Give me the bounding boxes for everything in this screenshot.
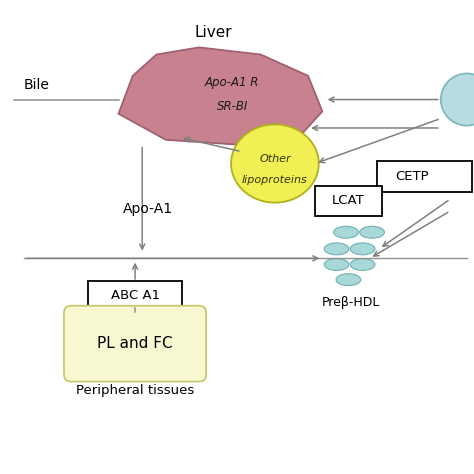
Ellipse shape [350, 243, 375, 255]
Text: lipoproteins: lipoproteins [242, 175, 308, 185]
Ellipse shape [441, 73, 474, 126]
Ellipse shape [324, 259, 349, 270]
Text: Peripheral tissues: Peripheral tissues [76, 384, 194, 397]
Text: SR-BI: SR-BI [217, 100, 248, 113]
FancyBboxPatch shape [315, 186, 382, 216]
Ellipse shape [324, 243, 349, 255]
Ellipse shape [231, 124, 319, 203]
Polygon shape [118, 47, 322, 145]
Text: PL and FC: PL and FC [97, 336, 173, 351]
Ellipse shape [360, 227, 384, 238]
Text: Bile: Bile [24, 78, 50, 92]
Ellipse shape [350, 259, 375, 270]
Text: ABC A1: ABC A1 [110, 289, 160, 302]
Text: Preβ-HDL: Preβ-HDL [321, 296, 380, 309]
Text: Apo-A1: Apo-A1 [123, 201, 173, 216]
Text: Liver: Liver [194, 25, 232, 40]
Text: CETP: CETP [396, 170, 429, 183]
FancyBboxPatch shape [64, 306, 206, 382]
Text: Other: Other [259, 154, 291, 164]
Ellipse shape [334, 227, 358, 238]
FancyBboxPatch shape [88, 281, 182, 310]
FancyBboxPatch shape [377, 161, 472, 192]
Text: LCAT: LCAT [332, 194, 365, 208]
Text: Apo-A1 R: Apo-A1 R [205, 76, 259, 90]
Ellipse shape [336, 274, 361, 285]
